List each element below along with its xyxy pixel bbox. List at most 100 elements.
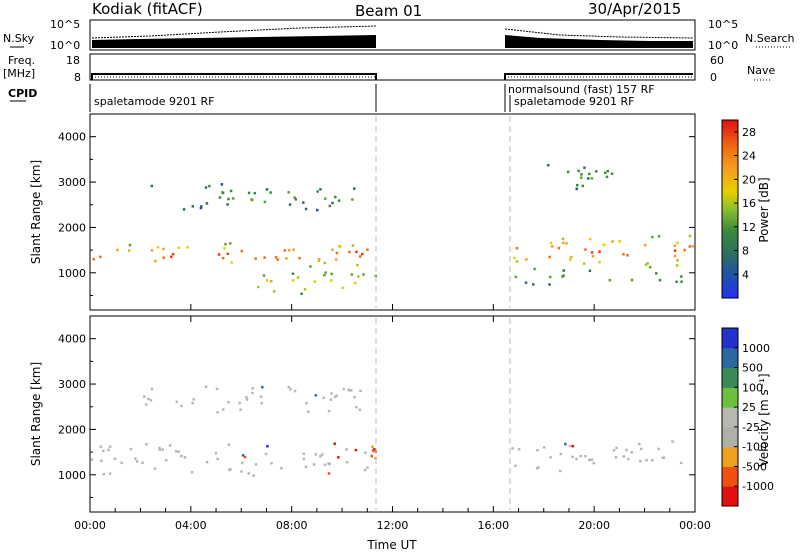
heatmap-cell xyxy=(247,472,251,475)
velocity-cb-block xyxy=(722,328,738,349)
power-colorbar: 28 24 20 16 12 8 4 Power [dB] xyxy=(721,119,771,299)
y-tick-label: 3000 xyxy=(58,378,86,391)
heatmap-cell xyxy=(603,171,607,175)
heatmap-cell xyxy=(256,285,260,289)
heatmap-cell xyxy=(317,258,321,261)
nsearch-label: N.Search xyxy=(745,32,795,45)
heatmap-cell xyxy=(625,448,628,452)
heatmap-cell xyxy=(266,444,269,448)
heatmap-cell xyxy=(671,440,674,443)
heatmap-cell xyxy=(366,466,369,469)
power-cb-tick-label: 4 xyxy=(742,268,749,281)
heatmap-cell xyxy=(158,448,162,451)
heatmap-cell xyxy=(606,169,610,173)
heatmap-cell xyxy=(564,442,567,446)
heatmap-cell xyxy=(251,387,254,390)
heatmap-cell xyxy=(294,198,297,201)
freq-label: Freq. xyxy=(8,54,35,67)
heatmap-cell xyxy=(673,249,677,252)
heatmap-cell xyxy=(334,195,337,199)
heatmap-cell xyxy=(610,172,614,175)
heatmap-cell xyxy=(517,447,521,451)
heatmap-cell xyxy=(353,187,356,190)
heatmap-cell xyxy=(90,458,94,461)
power-cb-tick-label: 20 xyxy=(742,173,756,186)
velocity-cb-block xyxy=(722,347,738,369)
nsky-label: N.Sky xyxy=(3,32,35,45)
heatmap-cell xyxy=(588,172,591,176)
heatmap-cell xyxy=(657,235,661,238)
heatmap-cell xyxy=(591,255,595,258)
heatmap-cell xyxy=(366,248,369,252)
power-colorbar-label: Power [dB] xyxy=(757,177,771,242)
heatmap-cell xyxy=(324,197,327,200)
heatmap-cell xyxy=(650,459,654,462)
heatmap-cell xyxy=(175,400,179,404)
heatmap-cell xyxy=(532,283,535,286)
heatmap-cell xyxy=(253,191,257,195)
heatmap-cell xyxy=(204,385,208,389)
heatmap-cell xyxy=(150,249,154,252)
x-tick-label: 16:00 xyxy=(477,519,509,532)
heatmap-cell xyxy=(363,468,367,472)
time-x-axis: 00:00 04:00 08:00 12:00 16:00 20:00 00:00 xyxy=(74,304,711,532)
freq-tick-top: 18 xyxy=(66,54,80,67)
heatmap-cell xyxy=(330,279,333,282)
heatmap-cell xyxy=(245,396,248,399)
heatmap-cell xyxy=(514,275,518,279)
heatmap-cell xyxy=(550,245,554,248)
heatmap-cell xyxy=(291,272,295,275)
heatmap-cell xyxy=(537,466,540,469)
heatmap-cell xyxy=(586,177,590,180)
heatmap-cell xyxy=(333,442,336,445)
heatmap-cell xyxy=(302,452,305,456)
heatmap-cell xyxy=(316,190,319,193)
heatmap-cell xyxy=(262,274,266,277)
velocity-heatmap xyxy=(90,385,683,477)
heatmap-cell xyxy=(264,452,268,456)
heatmap-cell xyxy=(333,395,337,399)
heatmap-cell xyxy=(191,205,195,208)
heatmap-cell xyxy=(580,173,583,176)
heatmap-cell xyxy=(269,279,273,283)
heatmap-cell xyxy=(229,242,232,245)
x-tick-label: 08:00 xyxy=(276,519,308,532)
heatmap-cell xyxy=(345,461,349,464)
heatmap-cell xyxy=(240,461,244,465)
heatmap-cell xyxy=(328,204,332,208)
heatmap-cell xyxy=(582,262,586,265)
heatmap-cell xyxy=(557,246,561,250)
heatmap-cell xyxy=(227,197,230,201)
heatmap-cell xyxy=(645,458,648,462)
station-title: Kodiak (fitACF) xyxy=(92,0,203,18)
heatmap-cell xyxy=(644,263,648,266)
heatmap-cell xyxy=(322,396,326,400)
nsky-tick-bottom: 10^0 xyxy=(50,39,80,52)
cpid-second-top: normalsound (fast) 157 RF xyxy=(508,83,655,96)
heatmap-cell xyxy=(215,387,219,391)
heatmap-cell xyxy=(657,447,660,451)
heatmap-cell xyxy=(581,184,585,188)
heatmap-cell xyxy=(688,234,692,238)
heatmap-cell xyxy=(269,191,272,194)
heatmap-cell xyxy=(272,290,276,293)
heatmap-cell xyxy=(536,448,539,452)
heatmap-cell xyxy=(149,399,153,402)
heatmap-cell xyxy=(293,389,297,393)
heatmap-cell xyxy=(622,455,626,458)
heatmap-cell xyxy=(595,170,598,173)
heatmap-cell xyxy=(177,450,180,453)
heatmap-cell xyxy=(611,240,614,243)
heatmap-cell xyxy=(285,257,288,260)
heatmap-cell xyxy=(341,286,344,290)
heatmap-cell xyxy=(200,205,203,208)
heatmap-cell xyxy=(570,255,573,259)
heatmap-cell xyxy=(324,271,328,274)
heatmap-cell xyxy=(615,446,618,450)
heatmap-cell xyxy=(335,394,338,397)
heatmap-cell xyxy=(107,448,110,452)
heatmap-cell xyxy=(276,258,280,261)
freq-panel xyxy=(89,53,696,81)
x-tick-label: 04:00 xyxy=(175,519,207,532)
heatmap-cell xyxy=(99,255,102,259)
